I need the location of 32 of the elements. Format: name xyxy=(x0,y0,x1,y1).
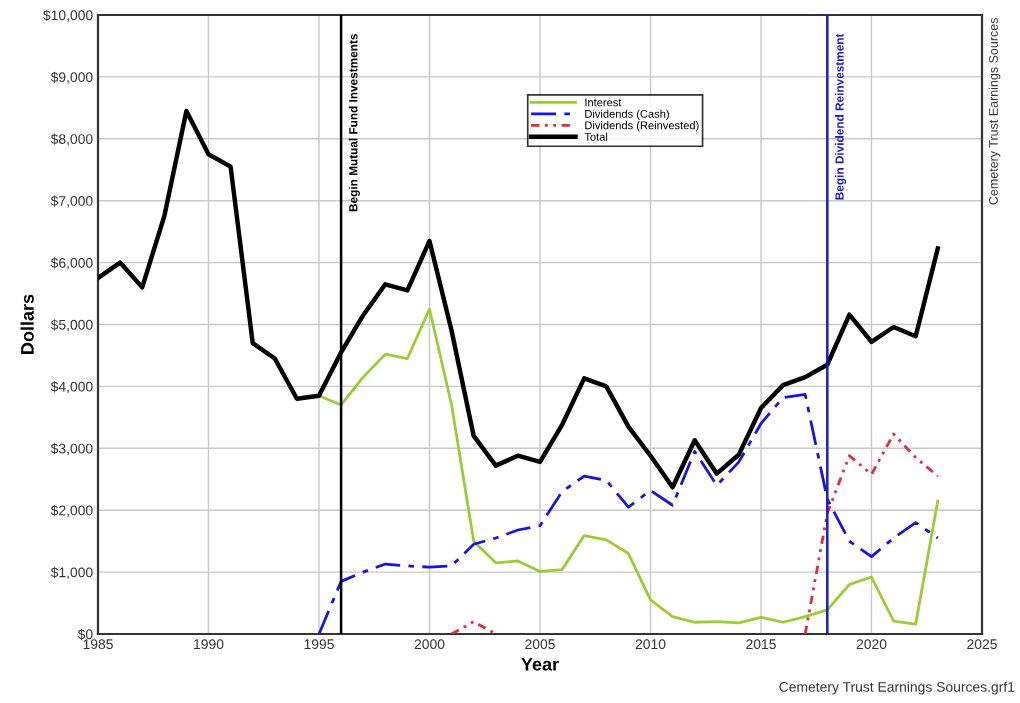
legend-label: Interest xyxy=(585,98,622,107)
x-tick-label: 1990 xyxy=(194,639,224,650)
y-tick-label: $3,000 xyxy=(50,443,93,456)
y-tick-label: $1,000 xyxy=(50,566,93,579)
line-series xyxy=(317,307,940,626)
y-tick-label: $0 xyxy=(77,628,93,640)
legend-label: Dividends (Cash) xyxy=(585,109,669,120)
text: Cemetery Trust Earnings Sources xyxy=(988,18,1001,205)
y-tick-label: $10,000 xyxy=(43,9,93,22)
ref-line-label: Begin Dividend Reinvestment xyxy=(835,33,847,200)
line-series xyxy=(317,393,940,634)
x-tick-label: 2000 xyxy=(414,639,445,650)
x-tick-label: 2020 xyxy=(856,639,887,650)
x-tick-label: 2015 xyxy=(746,639,776,650)
y-tick-label: $5,000 xyxy=(50,319,93,332)
x-tick-label: 2010 xyxy=(635,639,666,650)
x-tick-label: 1985 xyxy=(83,639,113,650)
y-tick-label: $2,000 xyxy=(50,504,93,518)
x-tick-label: 2025 xyxy=(967,639,997,650)
y-axis-title: Dollars xyxy=(20,294,34,354)
y-tick-label: $8,000 xyxy=(50,133,93,146)
x-axis-title: Year xyxy=(521,658,559,671)
x-tick-label: 2005 xyxy=(525,639,555,650)
y-tick-label: $7,000 xyxy=(50,195,93,208)
legend-label: Total xyxy=(584,132,608,141)
y-tick-label: $9,000 xyxy=(50,71,93,84)
text: Cemetery Trust Earnings Sources.grf1 xyxy=(779,681,1015,695)
legend-label: Dividends (Reinvested) xyxy=(585,121,699,132)
ref-line-label: Begin Mutual Fund Investments xyxy=(348,34,360,212)
x-tick-label: 1995 xyxy=(304,639,334,650)
y-tick-label: $4,000 xyxy=(50,381,93,394)
y-tick-label: $6,000 xyxy=(50,257,93,270)
